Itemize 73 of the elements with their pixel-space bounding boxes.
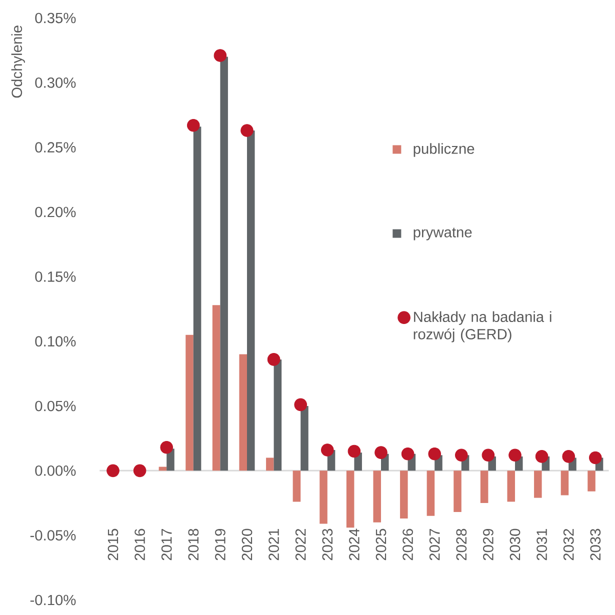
- x-tick-label: 2017: [161, 529, 172, 560]
- bar: [274, 359, 282, 471]
- bar: [212, 305, 220, 471]
- x-tick-label: 2016: [134, 528, 145, 560]
- point: [401, 447, 414, 460]
- bar: [454, 470, 462, 512]
- y-tick-label: -0.05%: [30, 530, 76, 541]
- bar: [193, 126, 202, 471]
- point: [294, 398, 307, 412]
- bar: [534, 470, 542, 498]
- bar: [186, 334, 194, 471]
- y-tick-label: 0.25%: [35, 142, 76, 153]
- point: [214, 49, 227, 62]
- point: [267, 353, 280, 366]
- x-tick-label: 2033: [590, 528, 601, 560]
- bar: [480, 470, 488, 503]
- point: [320, 444, 334, 456]
- bar: [220, 56, 228, 471]
- point: [348, 444, 361, 458]
- y-axis-title: Odchylenie: [11, 26, 25, 98]
- legend-label: publiczne: [414, 143, 474, 157]
- y-tick-label: 0.20%: [35, 206, 76, 218]
- x-tick-label: 2015: [108, 528, 118, 560]
- point: [106, 464, 120, 478]
- point: [160, 440, 174, 454]
- point: [562, 450, 575, 463]
- bar: [346, 470, 354, 528]
- bar: [247, 130, 255, 471]
- y-tick-label: 0.15%: [35, 271, 76, 282]
- x-tick-label: 2023: [322, 528, 333, 560]
- point: [482, 448, 495, 462]
- bar: [320, 470, 328, 524]
- bar: [560, 470, 569, 496]
- bar: [300, 406, 308, 471]
- x-tick-label: 2019: [215, 528, 226, 560]
- bar: [400, 470, 408, 519]
- y-tick-label: 0.10%: [35, 336, 76, 347]
- bar: [507, 470, 515, 502]
- x-tick-label: 2027: [429, 529, 440, 560]
- point: [374, 446, 388, 459]
- x-tick-label: 2032: [563, 529, 574, 560]
- x-tick-label: 2020: [242, 528, 252, 560]
- legend-label: Nakłady na badania i rozwój (GERD): [414, 311, 552, 342]
- y-tick-label: 0.35%: [35, 12, 76, 24]
- x-tick-label: 2021: [268, 528, 279, 560]
- point: [428, 447, 441, 460]
- bar: [239, 354, 247, 471]
- x-tick-label: 2029: [483, 528, 494, 560]
- point: [588, 451, 602, 464]
- x-tick-label: 2022: [295, 529, 306, 560]
- bar: [426, 470, 435, 516]
- y-tick-label: 0.05%: [35, 400, 76, 412]
- point: [240, 124, 254, 137]
- bar: [373, 470, 381, 522]
- point: [535, 450, 548, 463]
- point: [186, 118, 200, 132]
- bar: [588, 470, 596, 492]
- bar: [266, 458, 274, 471]
- bar: [292, 470, 301, 502]
- y-tick-label: 0.30%: [35, 77, 76, 88]
- x-tick-label: 2026: [402, 528, 413, 560]
- x-tick-label: 2018: [188, 528, 199, 560]
- point: [133, 464, 146, 478]
- y-tick-label: -0.10%: [30, 594, 76, 606]
- y-tick-label: 0.00%: [35, 465, 76, 476]
- point: [508, 448, 522, 462]
- point: [454, 448, 468, 462]
- x-tick-label: 2028: [456, 528, 467, 560]
- legend-label: prywatne: [414, 228, 472, 240]
- x-tick-label: 2030: [510, 528, 520, 560]
- x-tick-label: 2025: [376, 528, 386, 560]
- x-tick-label: 2024: [349, 528, 360, 560]
- x-tick-label: 2031: [536, 528, 547, 560]
